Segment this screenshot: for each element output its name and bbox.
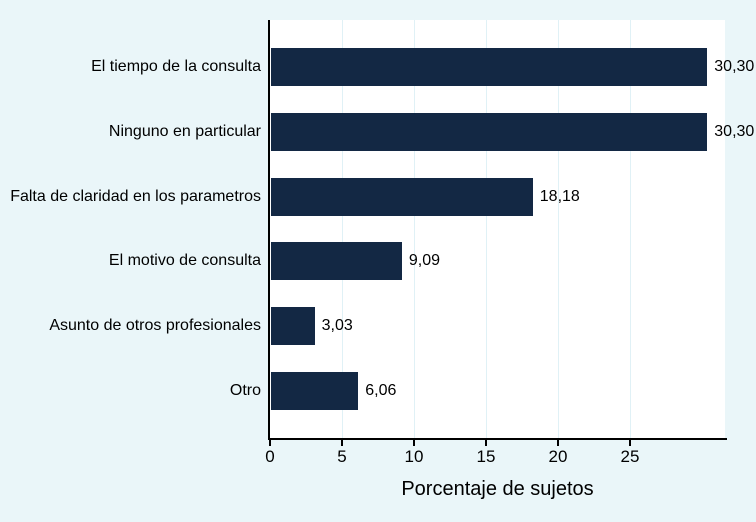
tick-mark-5 (340, 440, 343, 446)
bar (271, 242, 402, 281)
bar (271, 177, 533, 216)
bar (271, 48, 708, 86)
value-label: 3,03 (321, 317, 353, 335)
bar-row: Ninguno en particular 30,30 (0, 112, 756, 151)
tick-label-5: 5 (337, 447, 347, 466)
tick-mark-15 (484, 440, 487, 446)
bar-row: El motivo de consulta 9,09 (0, 242, 756, 281)
category-label: El motivo de consulta (108, 252, 261, 270)
bar-row: Otro 6,06 (0, 371, 756, 410)
tick-label-0: 0 (265, 447, 275, 466)
value-label: 6,06 (365, 381, 397, 399)
tick-label-15: 15 (476, 447, 496, 466)
category-label: Falta de claridad en los parametros (10, 187, 261, 205)
category-label: Ninguno en particular (108, 122, 261, 140)
bar-row: Asunto de otros profesionales 3,03 (0, 307, 756, 346)
bar (271, 307, 315, 346)
category-label: Otro (229, 381, 261, 399)
value-label: 18,18 (539, 187, 580, 205)
tick-mark-25 (628, 440, 631, 446)
bars-container: El tiempo de la consulta 30,30 Ninguno en … (0, 20, 756, 438)
value-label: 30,30 (714, 122, 755, 140)
value-label: 30,30 (714, 58, 755, 75)
value-label: 9,09 (408, 252, 441, 270)
bar (271, 371, 359, 410)
bar-row: El tiempo de la consulta 30,30 (0, 48, 756, 86)
tick-mark-20 (556, 440, 559, 446)
tick-mark-0 (269, 440, 271, 446)
x-axis-title: Porcentaje de sujetos (401, 478, 594, 500)
tick-mark-10 (412, 440, 415, 446)
bar (271, 112, 708, 151)
category-label: Asunto de otros profesionales (49, 317, 261, 335)
gridline-10 (413, 20, 415, 438)
gridline-5 (341, 20, 343, 438)
gridline-15 (485, 20, 487, 438)
bar-row: Falta de claridad en los parametros 18,18 (0, 177, 756, 216)
plot-area (270, 20, 725, 438)
category-label: El tiempo de la consulta (91, 58, 261, 75)
tick-label-10: 10 (404, 447, 424, 466)
tick-label-20: 20 (548, 447, 568, 466)
gridline-20 (557, 20, 559, 438)
x-axis-line (268, 438, 727, 440)
gridline-25 (629, 20, 631, 438)
tick-label-25: 25 (620, 447, 640, 466)
y-axis-line (268, 20, 270, 440)
